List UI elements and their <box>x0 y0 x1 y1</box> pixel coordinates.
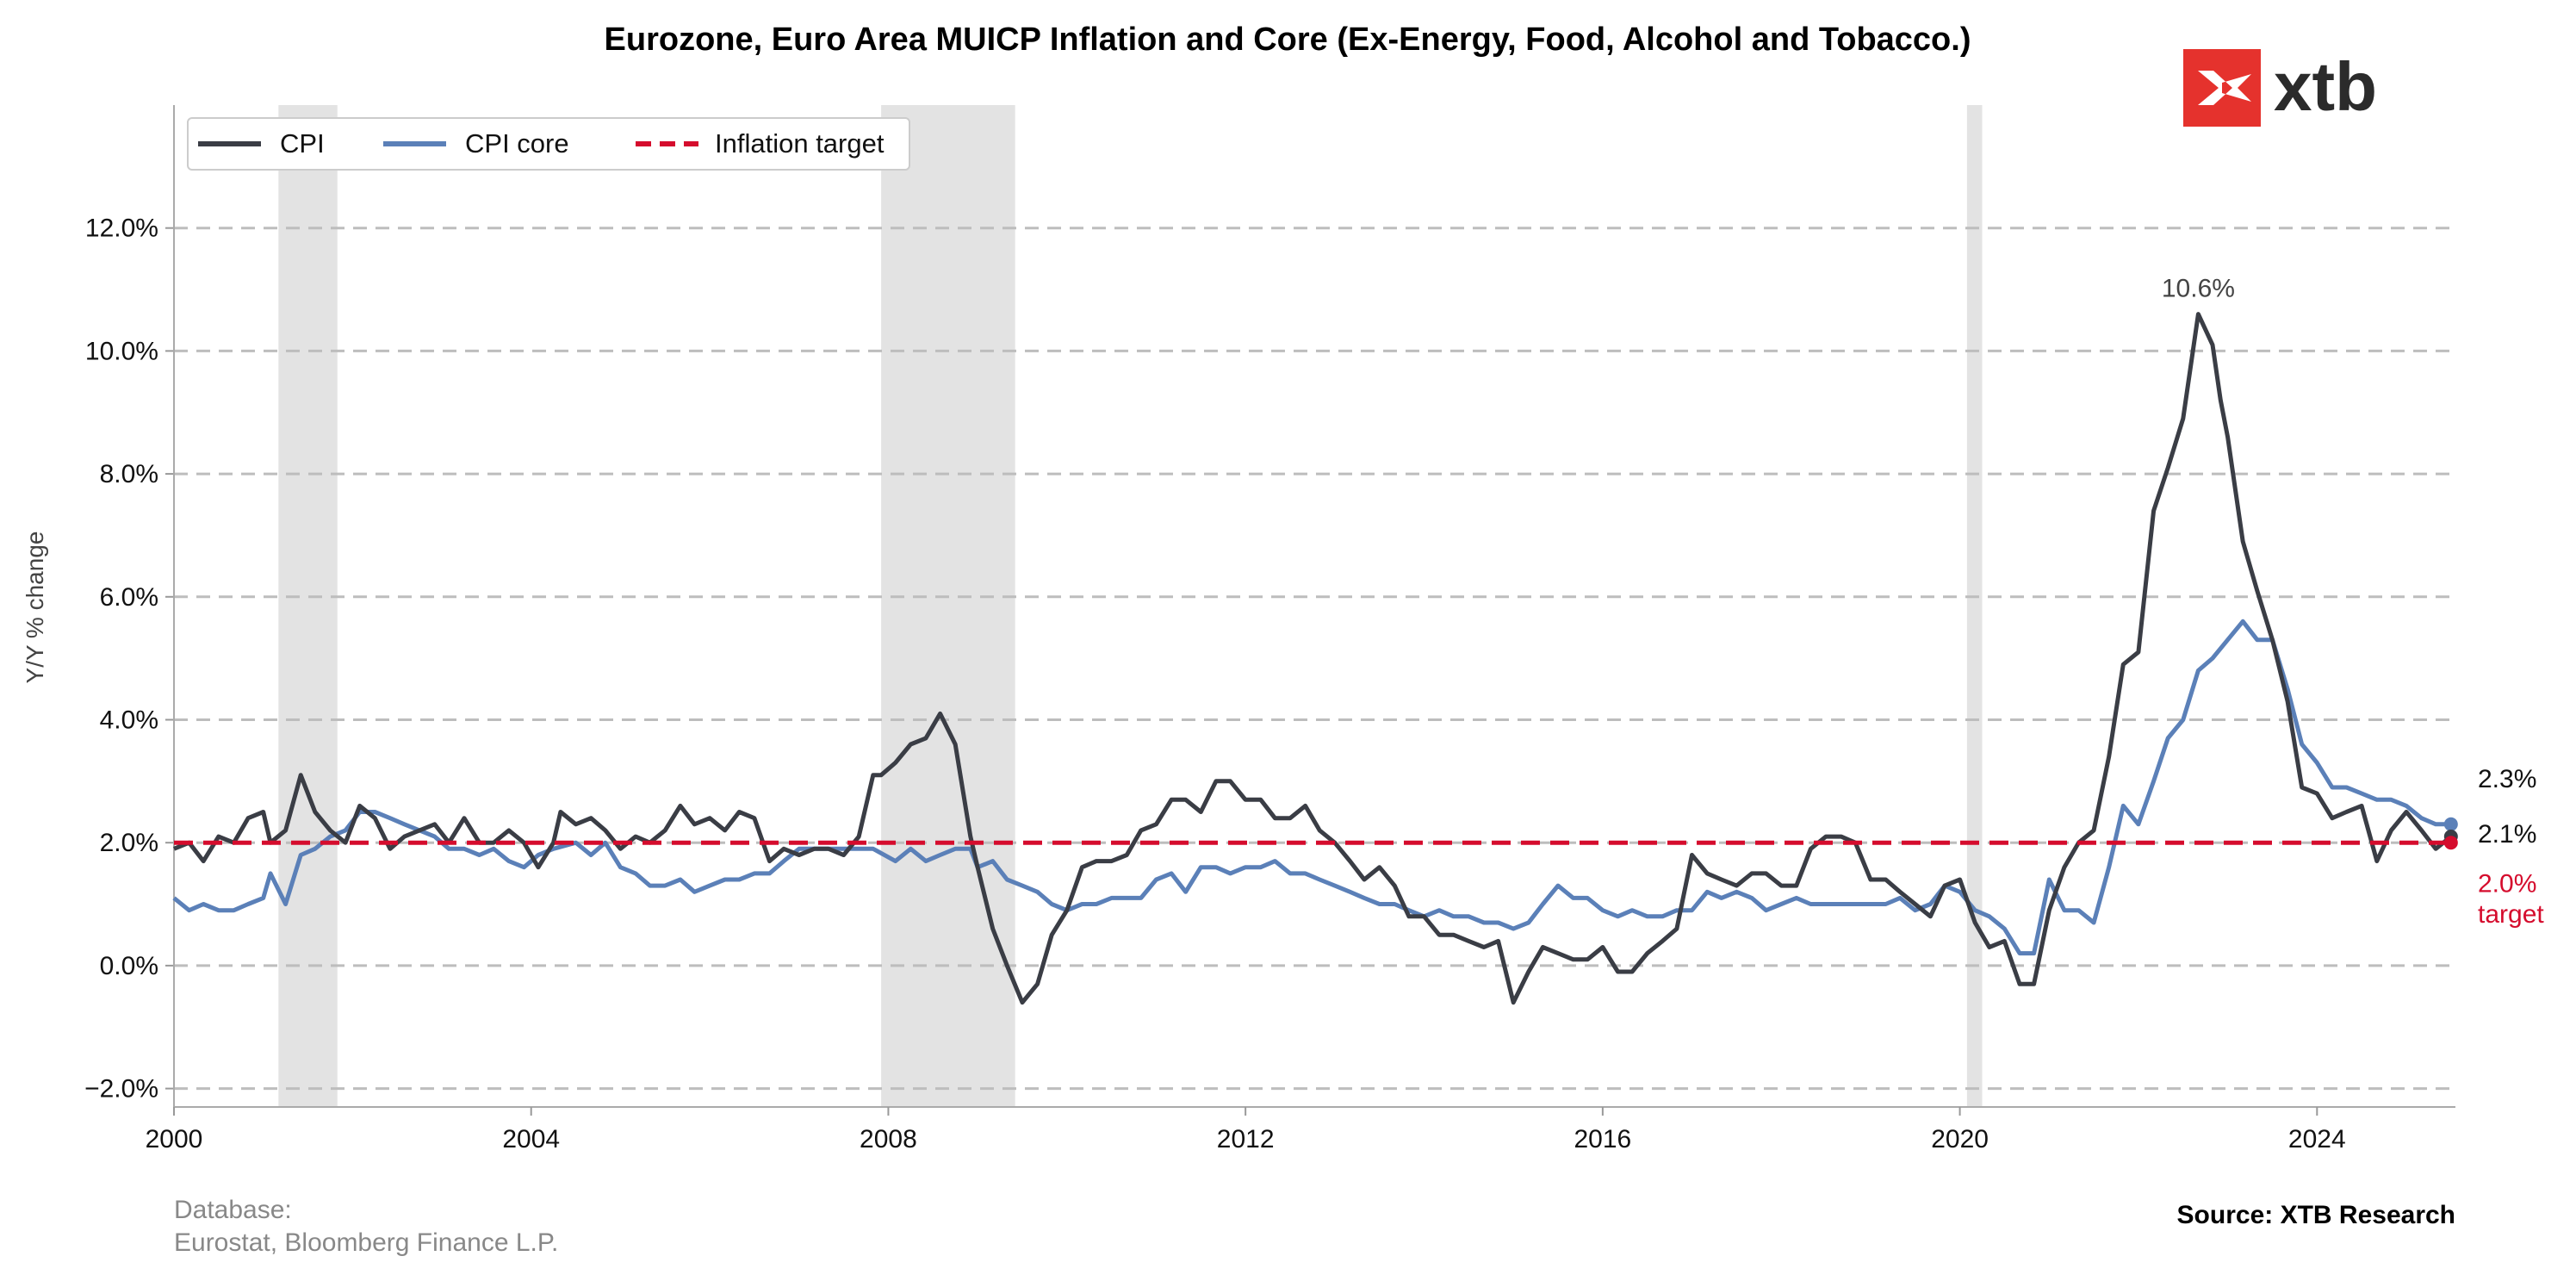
end-label-cpi: 2.1% <box>2478 820 2536 849</box>
grid-lines: −2.0% 0.0% 2.0% 4.0% 6.0% 8.0% 10.0% 12.0% <box>84 215 2455 1104</box>
xtb-logo-text: xtb <box>2274 48 2377 125</box>
legend-label-cpi: CPI <box>280 128 325 159</box>
cpi-line <box>173 312 2453 1005</box>
x-tick-label: 2004 <box>502 1125 560 1154</box>
y-tick-label: 12.0% <box>85 215 158 243</box>
y-tick-label: 2.0% <box>100 829 158 857</box>
recession-band <box>1966 105 1983 1107</box>
cpi-core-end-marker <box>2443 817 2458 831</box>
axes: 2000 2004 2008 2012 2016 2020 2024 <box>146 105 2455 1154</box>
x-tick-label: 2024 <box>2288 1125 2346 1154</box>
y-tick-label: 4.0% <box>100 706 158 734</box>
chart-title: Eurozone, Euro Area MUICP Inflation and … <box>605 22 1971 58</box>
x-tick-label: 2016 <box>1574 1125 1631 1154</box>
recession-band <box>278 105 338 1107</box>
legend: CPI CPI core Inflation target <box>187 117 910 171</box>
footer-source: Source: XTB Research <box>2177 1201 2455 1229</box>
x-tick-label: 2008 <box>860 1125 917 1154</box>
y-tick-label: 6.0% <box>100 583 158 612</box>
recession-band <box>881 105 1015 1107</box>
xtb-logo-x-icon <box>2198 71 2251 105</box>
y-tick-label: 0.0% <box>100 952 158 980</box>
y-tick-label: 10.0% <box>85 337 158 365</box>
end-label-target-word: target <box>2478 900 2544 929</box>
footer-database-sources: Eurostat, Bloomberg Finance L.P. <box>174 1228 558 1257</box>
legend-label-inflation-target: Inflation target <box>715 128 885 159</box>
y-tick-label: 8.0% <box>100 460 158 488</box>
cpi-core-line <box>172 619 2451 956</box>
xtb-logo: xtb <box>2183 48 2377 127</box>
target-end-marker <box>2443 836 2458 850</box>
legend-label-cpi-core: CPI core <box>465 128 569 159</box>
footer-database-label: Database: <box>174 1196 292 1224</box>
series-layer <box>172 312 2458 1005</box>
y-tick-label: −2.0% <box>84 1075 158 1104</box>
x-tick-label: 2012 <box>1217 1125 1275 1154</box>
end-label-cpi-core: 2.3% <box>2478 765 2536 793</box>
legend-box <box>187 117 910 171</box>
peak-annotation: 10.6% <box>2162 275 2235 303</box>
end-label-target-value: 2.0% <box>2478 869 2536 898</box>
x-tick-label: 2020 <box>1931 1125 1989 1154</box>
y-axis-label: Y/Y % change <box>22 532 48 684</box>
x-tick-label: 2000 <box>146 1125 203 1154</box>
recession-bands <box>278 105 1983 1107</box>
